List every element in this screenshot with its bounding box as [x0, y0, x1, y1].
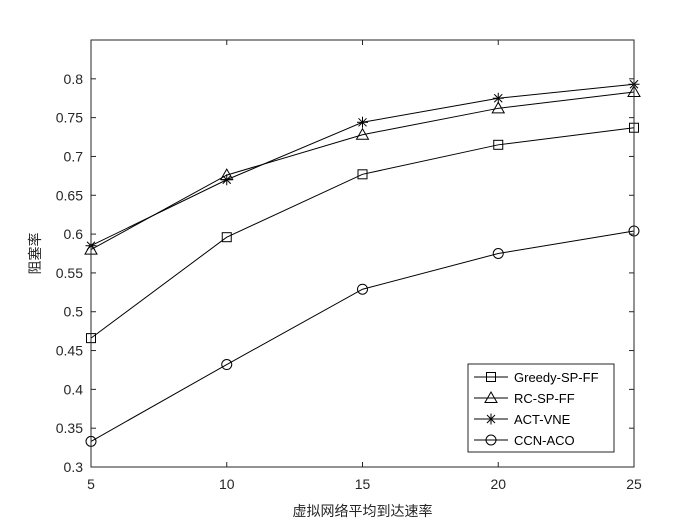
y-tick-label: 0.45	[56, 343, 83, 359]
y-tick-label: 0.5	[64, 304, 84, 320]
data-point-ccn-aco	[492, 248, 504, 259]
data-point-greedy-sp-ff	[357, 169, 368, 180]
y-axis-label: 阻塞率	[27, 233, 44, 275]
marker-stroke	[222, 175, 232, 185]
y-tick-label: 0.8	[64, 71, 84, 87]
data-point-greedy-sp-ff	[493, 139, 504, 150]
y-tick-label: 0.6	[64, 226, 84, 242]
legend-marker	[484, 390, 498, 403]
data-point-rc-sp-ff	[491, 101, 506, 114]
axes: 5 10 15 20 25 0.3 0.35 0.4 0.45 0.5 0.55 0.6 0.65 0.7…	[56, 39, 642, 492]
data-point-ccn-aco	[221, 359, 233, 371]
marker-stroke	[358, 117, 367, 127]
legend: Greedy-SP-FF RC-SP-FF ACT-VNE CCN-ACO	[467, 363, 615, 453]
series-layer	[84, 78, 641, 447]
x-tick-label: 20	[490, 476, 506, 492]
x-axis-label: 虚拟网络平均到达速率	[293, 503, 433, 520]
y-tick-label: 0.35	[56, 420, 83, 436]
y-tick-label: 0.65	[56, 187, 83, 203]
data-point-greedy-sp-ff	[221, 232, 232, 243]
data-point-rc-sp-ff	[355, 127, 370, 140]
data-point-act-vne	[492, 92, 504, 104]
data-point-act-vne	[221, 174, 233, 186]
y-tick-label: 0.75	[56, 110, 83, 126]
legend-marker	[485, 413, 497, 425]
legend-label: RC-SP-FF	[514, 391, 575, 406]
y-tick-label: 0.4	[64, 381, 84, 397]
series-line-rc-sp-ff	[90, 91, 635, 251]
legend-marker	[485, 434, 497, 446]
legend-box	[467, 363, 615, 453]
legend-label: Greedy-SP-FF	[514, 370, 599, 385]
y-tick-label: 0.3	[64, 459, 84, 475]
y-tick-label: 0.7	[64, 148, 84, 164]
legend-entry-ccn-aco: CCN-ACO	[474, 433, 575, 448]
legend-entry-rc-sp-ff: RC-SP-FF	[474, 390, 575, 406]
x-tick-label: 5	[87, 476, 95, 492]
legend-marker	[486, 372, 496, 382]
series-line-greedy-sp-ff	[90, 127, 635, 339]
marker-stroke	[493, 93, 503, 103]
y-tick-label: 0.55	[56, 265, 83, 281]
x-tick-label: 15	[355, 476, 371, 492]
legend-label: CCN-ACO	[514, 433, 575, 448]
series-line-ccn-aco	[90, 230, 635, 442]
x-tick-label: 10	[219, 476, 235, 492]
legend-entry-act-vne: ACT-VNE	[474, 412, 571, 427]
x-tick-label: 25	[626, 476, 642, 492]
data-point-ccn-aco	[357, 283, 368, 295]
marker-stroke	[486, 414, 496, 424]
data-point-act-vne	[357, 116, 368, 128]
series-act-vne	[85, 78, 640, 252]
legend-entry-greedy-sp-ff: Greedy-SP-FF	[474, 370, 599, 385]
legend-label: ACT-VNE	[514, 412, 571, 427]
